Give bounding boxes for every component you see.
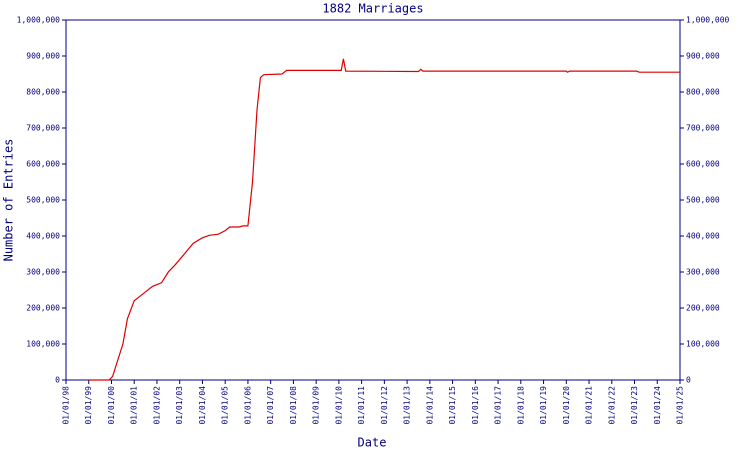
y2-tick-label: 200,000 — [686, 304, 720, 313]
x-tick-label: 01/01/12 — [380, 386, 389, 425]
y2-tick-label: 1,000,000 — [686, 16, 730, 25]
x-tick-label: 01/01/98 — [62, 386, 71, 425]
x-tick-label: 01/01/06 — [243, 386, 252, 425]
y2-tick-label: 500,000 — [686, 196, 720, 205]
y-tick-label: 400,000 — [26, 232, 60, 241]
x-tick-label: 01/01/00 — [107, 386, 116, 425]
y-tick-label: 700,000 — [26, 124, 60, 133]
x-tick-label: 01/01/03 — [175, 386, 184, 425]
x-tick-label: 01/01/18 — [516, 386, 525, 425]
y2-tick-label: 800,000 — [686, 88, 720, 97]
x-tick-label: 01/01/13 — [403, 386, 412, 425]
x-tick-label: 01/01/24 — [653, 386, 662, 425]
x-tick-label: 01/01/23 — [630, 386, 639, 425]
x-tick-label: 01/01/22 — [607, 386, 616, 425]
x-tick-label: 01/01/01 — [130, 386, 139, 425]
x-tick-label: 01/01/04 — [198, 386, 207, 425]
y-tick-label: 0 — [55, 376, 60, 385]
y2-tick-label: 900,000 — [686, 52, 720, 61]
y2-tick-label: 300,000 — [686, 268, 720, 277]
y2-tick-label: 400,000 — [686, 232, 720, 241]
x-tick-label: 01/01/05 — [221, 386, 230, 425]
y-axis-label: Number of Entries — [2, 139, 16, 262]
x-tick-label: 01/01/02 — [152, 386, 161, 425]
y-tick-label: 900,000 — [26, 52, 60, 61]
x-tick-label: 01/01/20 — [562, 386, 571, 425]
y-tick-label: 100,000 — [26, 340, 60, 349]
data-line — [88, 58, 680, 381]
y-tick-label: 800,000 — [26, 88, 60, 97]
x-tick-label: 01/01/15 — [448, 386, 457, 425]
y-tick-label: 600,000 — [26, 160, 60, 169]
x-tick-label: 01/01/99 — [84, 386, 93, 425]
x-tick-label: 01/01/08 — [289, 386, 298, 425]
x-tick-label: 01/01/16 — [471, 386, 480, 425]
y2-tick-label: 600,000 — [686, 160, 720, 169]
x-tick-label: 01/01/25 — [676, 386, 685, 425]
x-axis-label: Date — [358, 436, 387, 450]
x-tick-label: 01/01/11 — [357, 386, 366, 425]
y-tick-label: 500,000 — [26, 196, 60, 205]
x-tick-label: 01/01/07 — [266, 386, 275, 425]
x-tick-label: 01/01/09 — [312, 386, 321, 425]
y-tick-label: 200,000 — [26, 304, 60, 313]
x-tick-label: 01/01/14 — [425, 386, 434, 425]
x-tick-label: 01/01/17 — [494, 386, 503, 425]
x-tick-label: 01/01/10 — [334, 386, 343, 425]
y-tick-label: 300,000 — [26, 268, 60, 277]
y2-tick-label: 0 — [686, 376, 691, 385]
y-tick-label: 1,000,000 — [17, 16, 61, 25]
y2-tick-label: 700,000 — [686, 124, 720, 133]
chart-title: 1882 Marriages — [322, 2, 423, 16]
x-tick-label: 01/01/21 — [585, 386, 594, 425]
y2-tick-label: 100,000 — [686, 340, 720, 349]
x-tick-label: 01/01/19 — [539, 386, 548, 425]
